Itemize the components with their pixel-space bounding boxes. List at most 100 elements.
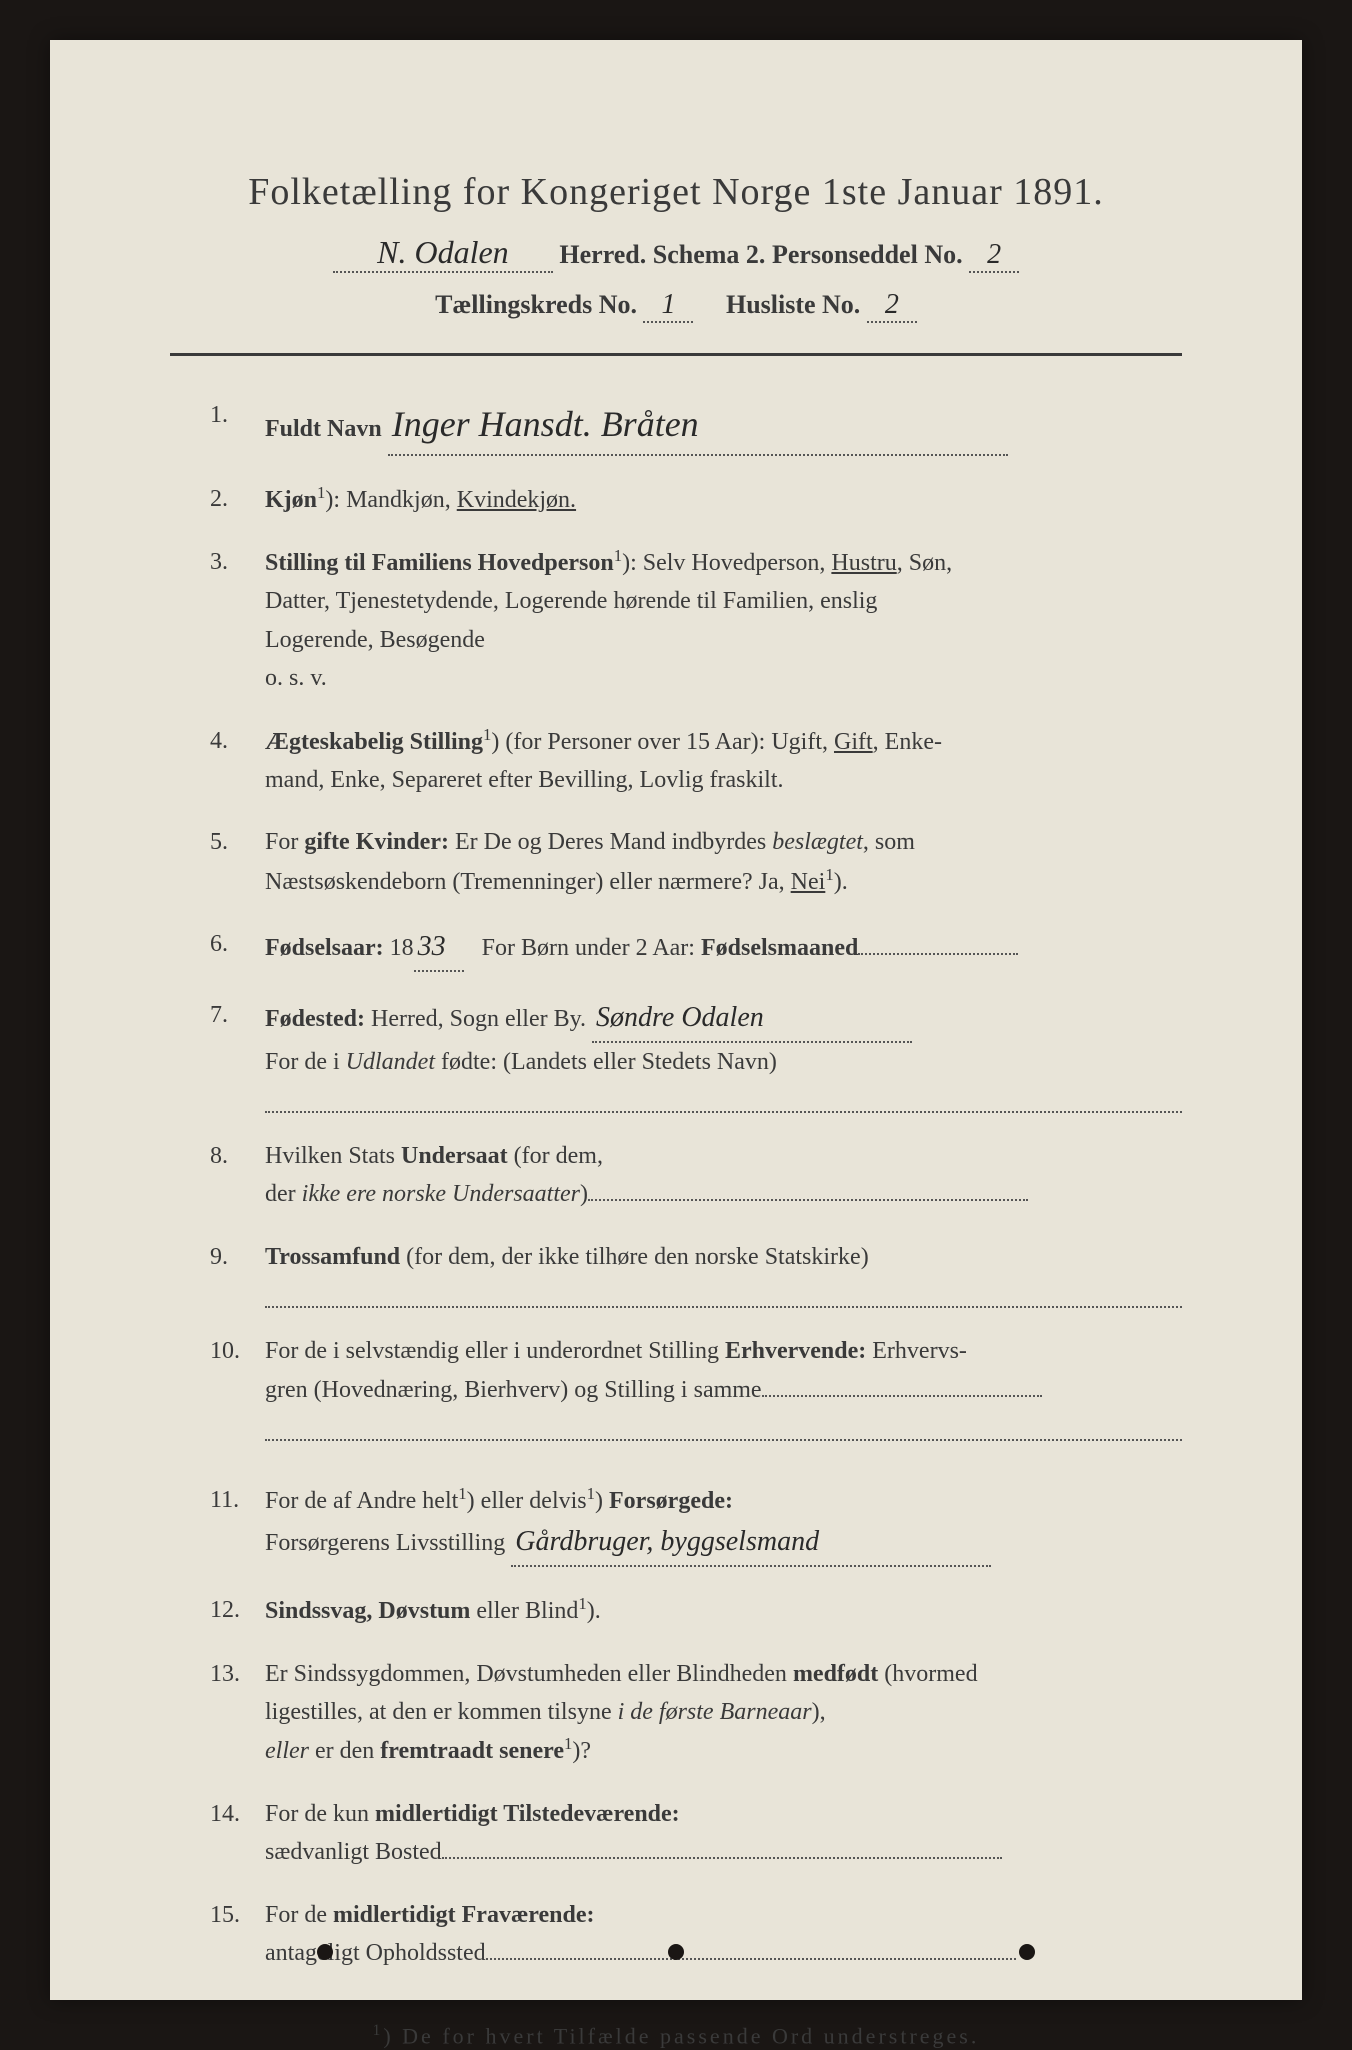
- text: (for dem,: [508, 1143, 603, 1169]
- tkreds-no: 1: [643, 289, 693, 323]
- item-10: 10. For de i selvstændig eller i underor…: [210, 1332, 1182, 1441]
- personseddel-no: 2: [969, 239, 1019, 273]
- personseddel-label: Personseddel No.: [772, 240, 963, 269]
- item-13: 13. Er Sindssygdommen, Døvstumheden elle…: [210, 1655, 1182, 1771]
- item-content: Trossamfund (for dem, der ikke tilhøre d…: [265, 1238, 1182, 1308]
- item-15: 15. For de midlertidigt Fraværende: anta…: [210, 1896, 1182, 1973]
- udlandet: Udlandet: [346, 1049, 435, 1075]
- text: fødte: (Landets eller Stedets Navn): [435, 1049, 777, 1075]
- item-num: 10.: [210, 1332, 265, 1370]
- line2: gren (Hovednæring, Bierhverv) og Stillin…: [265, 1377, 762, 1403]
- item-num: 6.: [210, 925, 265, 963]
- text: ): Selv Hovedperson,: [622, 550, 831, 576]
- item-11: 11. For de af Andre helt1) eller delvis1…: [210, 1481, 1182, 1567]
- tilstedevaerende-label: midlertidigt Tilstedeværende:: [375, 1801, 680, 1827]
- text: ): [580, 1181, 588, 1207]
- line2: Næstsøskendeborn (Tremenninger) eller næ…: [265, 869, 791, 895]
- item-num: 1.: [210, 396, 265, 434]
- text: (hvormed: [878, 1661, 977, 1687]
- line2: mand, Enke, Separeret efter Bevilling, L…: [265, 767, 784, 793]
- item-num: 9.: [210, 1238, 265, 1276]
- dotted-blank: [265, 1417, 1182, 1441]
- item-num: 14.: [210, 1795, 265, 1833]
- husliste-label: Husliste No.: [726, 290, 860, 319]
- text: Hvilken Stats: [265, 1143, 401, 1169]
- text: , som: [863, 829, 915, 855]
- text: For de kun: [265, 1801, 375, 1827]
- item-num: 8.: [210, 1137, 265, 1175]
- item-num: 3.: [210, 543, 265, 581]
- ikke-norske: ikke ere norske Undersaatter: [302, 1181, 580, 1207]
- text: Herred, Sogn eller By.: [365, 1006, 586, 1032]
- item-3: 3. Stilling til Familiens Hovedperson1):…: [210, 543, 1182, 698]
- livsstilling-value: Gårdbruger, byggselsmand: [511, 1520, 991, 1567]
- aegt-label: Ægteskabelig Stilling: [265, 729, 483, 755]
- text: ligestilles, at den er kommen tilsyne: [265, 1699, 618, 1725]
- item-content: Fødselsaar: 1833 For Børn under 2 Aar: F…: [265, 925, 1182, 972]
- fuldt-navn-label: Fuldt Navn: [265, 416, 382, 442]
- sup: 1: [614, 546, 622, 565]
- fravaerende-label: midlertidigt Fraværende:: [333, 1902, 595, 1928]
- dotted-blank: [265, 1089, 1182, 1113]
- gifte-kvinder-label: gifte Kvinder:: [304, 829, 449, 855]
- item-content: Stilling til Familiens Hovedperson1): Se…: [265, 543, 1182, 698]
- text: , Enke-: [873, 729, 942, 755]
- form-body: 1. Fuldt Navn Inger Hansdt. Bråten 2. Kj…: [170, 396, 1182, 1972]
- sup: 1: [458, 1484, 466, 1503]
- item-2: 2. Kjøn1): Mandkjøn, Kvindekjøn.: [210, 480, 1182, 519]
- item-1: 1. Fuldt Navn Inger Hansdt. Bråten: [210, 396, 1182, 456]
- undersaat-label: Undersaat: [401, 1143, 508, 1169]
- item-num: 2.: [210, 480, 265, 518]
- item-4: 4. Ægteskabelig Stilling1) (for Personer…: [210, 722, 1182, 800]
- item-num: 12.: [210, 1591, 265, 1629]
- beslaegtet: beslægtet: [772, 829, 863, 855]
- fodselmaaned-label: Fødselsmaaned: [701, 935, 858, 961]
- text: ).: [834, 869, 848, 895]
- item-content: Fuldt Navn Inger Hansdt. Bråten: [265, 396, 1182, 456]
- year-value: 33: [414, 925, 464, 972]
- line2: sædvanligt Bosted: [265, 1839, 442, 1865]
- erhvervende-label: Erhvervende:: [725, 1338, 866, 1364]
- text: ) eller delvis: [467, 1488, 587, 1514]
- text: Er Sindssygdommen, Døvstumheden eller Bl…: [265, 1661, 793, 1687]
- header-line-3: Tællingskreds No. 1 Husliste No. 2: [170, 289, 1182, 323]
- item-content: For de kun midlertidigt Tilstedeværende:…: [265, 1795, 1182, 1872]
- item-content: For gifte Kvinder: Er De og Deres Mand i…: [265, 823, 1182, 901]
- gift: Gift: [834, 729, 873, 755]
- fodested-value: Søndre Odalen: [592, 996, 912, 1043]
- husliste-no: 2: [867, 289, 917, 323]
- footnote-text: ) De for hvert Tilfælde passende Ord und…: [383, 2024, 979, 2049]
- kvindekjon: Kvindekjøn.: [457, 487, 576, 513]
- binding-holes: [50, 1944, 1302, 1960]
- prefix-18: 18: [390, 935, 414, 961]
- text: For de af Andre helt: [265, 1488, 458, 1514]
- item-content: Er Sindssygdommen, Døvstumheden eller Bl…: [265, 1655, 1182, 1771]
- hole-icon: [317, 1944, 333, 1960]
- text: Er De og Deres Mand indbyrdes: [449, 829, 772, 855]
- sup: 1: [587, 1484, 595, 1503]
- text: Erhvervs-: [866, 1338, 967, 1364]
- form-title: Folketælling for Kongeriget Norge 1ste J…: [170, 170, 1182, 214]
- sindssvag-label: Sindssvag, Døvstum: [265, 1598, 470, 1624]
- item-9: 9. Trossamfund (for dem, der ikke tilhør…: [210, 1238, 1182, 1308]
- text: der: [265, 1181, 302, 1207]
- trossamfund-label: Trossamfund: [265, 1244, 400, 1270]
- item-num: 7.: [210, 996, 265, 1034]
- text: For de: [265, 1902, 333, 1928]
- footnote-sup: 1: [373, 2022, 384, 2039]
- dotted-blank: [265, 1284, 1182, 1308]
- kjon-label: Kjøn: [265, 487, 317, 513]
- line2: Forsørgerens Livsstilling: [265, 1530, 505, 1556]
- hole-icon: [668, 1944, 684, 1960]
- text: ),: [812, 1699, 826, 1725]
- fodested-label: Fødested:: [265, 1006, 365, 1032]
- item-12: 12. Sindssvag, Døvstum eller Blind1).: [210, 1591, 1182, 1630]
- item-content: For de af Andre helt1) eller delvis1) Fo…: [265, 1481, 1182, 1567]
- item-8: 8. Hvilken Stats Undersaat (for dem, der…: [210, 1137, 1182, 1214]
- herred-label: Herred.: [559, 240, 646, 269]
- fodselsaar-label: Fødselsaar:: [265, 935, 384, 961]
- eller: eller: [265, 1738, 309, 1764]
- text: ).: [587, 1598, 601, 1624]
- item-num: 15.: [210, 1896, 265, 1934]
- divider-line: [170, 353, 1182, 356]
